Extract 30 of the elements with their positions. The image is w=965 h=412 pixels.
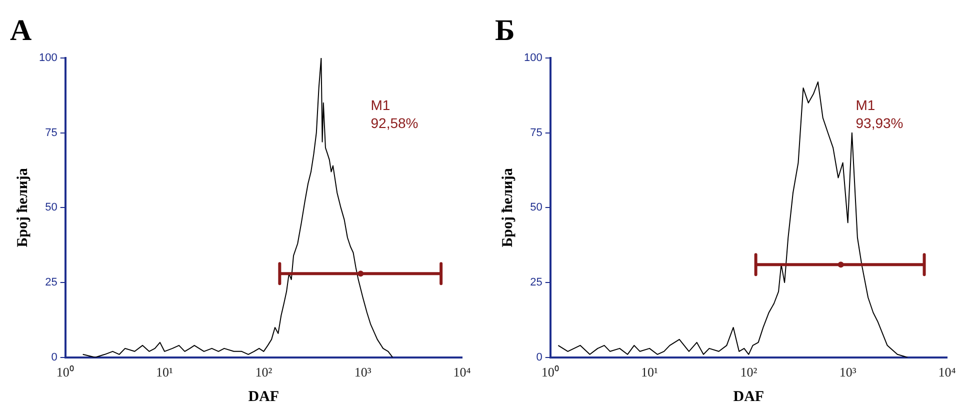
y-tick-label: 0	[51, 351, 58, 364]
y-tick-label: 100	[524, 52, 542, 64]
x-tick-label: 10⁰	[541, 364, 560, 380]
y-tick-label: 75	[530, 126, 542, 139]
x-tick-label: 10²	[740, 364, 758, 380]
annotation: M1	[370, 96, 390, 113]
chart-title: Б	[495, 14, 515, 47]
annotation: 92,58%	[370, 114, 418, 131]
y-tick-label: 25	[530, 276, 542, 289]
x-tick-label: 10⁴	[453, 364, 472, 380]
annotation: M1	[856, 96, 876, 113]
x-tick-label: 10⁴	[938, 364, 956, 380]
x-tick-label: 10³	[354, 364, 372, 380]
y-tick-label: 100	[38, 52, 58, 64]
y-tick-label: 0	[536, 351, 542, 364]
x-axis-title: DAF	[248, 388, 280, 405]
chart-title: А	[10, 14, 32, 47]
y-tick-label: 25	[45, 276, 58, 289]
x-tick-label: 10⁰	[56, 364, 74, 380]
x-axis-title: DAF	[733, 388, 764, 405]
y-axis-title: Број ћелија	[14, 168, 31, 248]
x-tick-label: 10²	[255, 364, 272, 380]
y-tick-label: 75	[45, 126, 58, 139]
y-axis-title: Број ћелија	[500, 168, 516, 248]
x-tick-label: 10¹	[641, 364, 658, 380]
y-tick-label: 50	[45, 202, 58, 214]
annotation: 93,93%	[856, 114, 904, 131]
x-tick-label: 10³	[839, 364, 856, 380]
x-tick-label: 10¹	[156, 364, 174, 380]
y-tick-label: 50	[530, 202, 542, 214]
